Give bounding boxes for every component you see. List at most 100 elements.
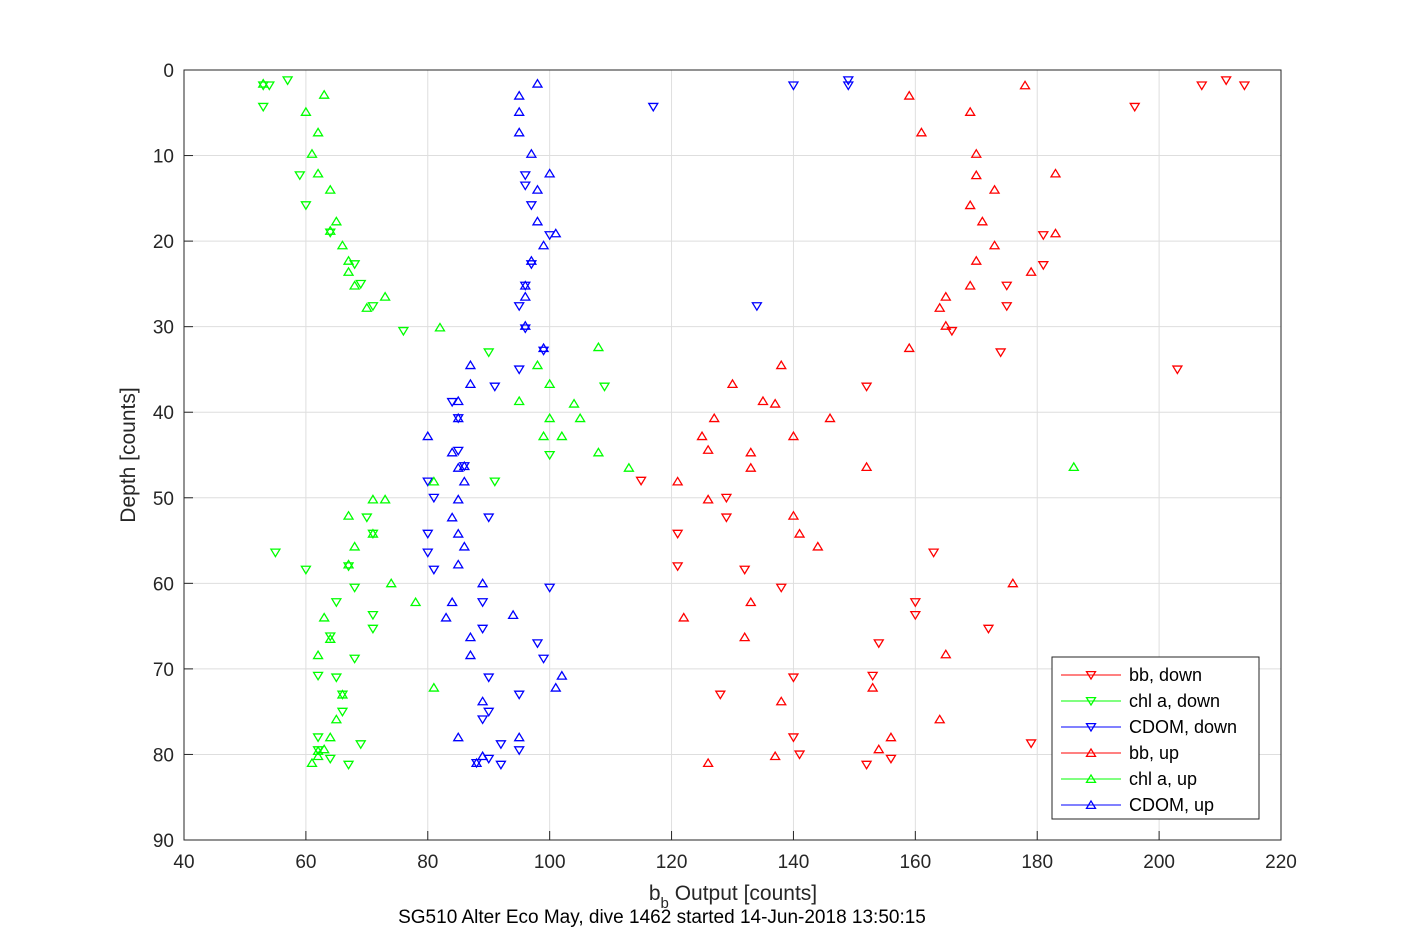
data-point (428, 493, 440, 504)
data-point (306, 757, 318, 768)
data-point (464, 649, 477, 660)
data-point (1007, 578, 1019, 588)
data-point (367, 624, 379, 634)
data-point (464, 631, 477, 642)
data-point (422, 477, 434, 487)
data-point (446, 447, 458, 457)
data-point (318, 89, 330, 99)
data-point (476, 715, 489, 725)
y-tick-label: 0 (163, 61, 174, 82)
data-point (324, 632, 336, 642)
data-point (940, 291, 952, 301)
data-point (330, 714, 343, 724)
data-point (513, 746, 525, 756)
data-point (1129, 102, 1141, 113)
data-point (483, 513, 495, 523)
legend-label: chl a, up (1129, 769, 1197, 789)
data-point (300, 565, 312, 575)
data-point (702, 494, 714, 504)
x-tick-label: 180 (1021, 852, 1053, 873)
data-point (342, 255, 355, 265)
legend-marker (1085, 773, 1097, 784)
data-point (696, 430, 708, 441)
data-point (537, 430, 550, 441)
data-point (525, 201, 538, 211)
data-point (348, 280, 361, 290)
data-point (787, 430, 800, 441)
y-tick-label: 30 (153, 318, 174, 339)
data-point (720, 513, 733, 523)
data-point (434, 322, 446, 332)
data-point (934, 714, 946, 724)
x-tick-label: 120 (656, 852, 688, 873)
data-point (775, 696, 787, 706)
data-point (513, 732, 525, 742)
data-point (446, 512, 458, 522)
data-point (294, 171, 306, 181)
data-point (409, 596, 422, 607)
data-point (257, 102, 269, 113)
data-point (934, 302, 946, 312)
data-point (489, 382, 501, 392)
data-point (970, 169, 982, 180)
data-point (495, 740, 507, 750)
x-tick-label: 80 (417, 852, 438, 873)
data-point (367, 302, 379, 312)
data-point (1001, 302, 1013, 312)
x-tick-label: 60 (295, 852, 316, 873)
x-tick-label: 40 (173, 852, 194, 873)
x-tick-label: 100 (534, 852, 566, 873)
data-point (860, 760, 873, 771)
figure-caption: SG510 Alter Eco May, dive 1462 started 1… (398, 907, 926, 928)
data-point (312, 127, 324, 137)
data-point (306, 148, 318, 158)
data-point (940, 649, 952, 659)
series-bb-down (635, 76, 1251, 771)
data-point (544, 378, 556, 389)
data-point (422, 548, 434, 558)
data-point (976, 216, 989, 226)
data-point (483, 673, 495, 683)
data-point (312, 733, 324, 743)
y-tick-label: 70 (153, 660, 174, 681)
data-point (367, 528, 379, 538)
legend-marker (1085, 747, 1097, 758)
data-point (988, 240, 1001, 250)
data-point (361, 513, 373, 523)
data-point (330, 673, 343, 683)
data-point (544, 412, 556, 423)
data-markers (257, 76, 1251, 771)
y-tick-label: 40 (153, 403, 174, 424)
data-point (476, 750, 489, 761)
legend-label: CDOM, down (1129, 717, 1237, 737)
data-point (312, 750, 324, 761)
legend-marker (1085, 670, 1097, 681)
data-point (348, 541, 361, 551)
data-point (342, 562, 355, 572)
data-point (269, 548, 282, 558)
data-point (550, 682, 562, 692)
data-point (312, 745, 324, 756)
data-point (873, 744, 885, 754)
data-point (970, 148, 982, 158)
data-point (915, 127, 928, 137)
data-point (556, 670, 568, 680)
data-point (342, 510, 355, 520)
data-point (336, 240, 349, 250)
data-point (525, 255, 538, 265)
data-point (312, 649, 324, 660)
data-point (775, 583, 787, 593)
data-point (324, 732, 336, 742)
data-point (324, 754, 336, 765)
data-point (842, 76, 854, 86)
data-point (678, 612, 690, 622)
data-point (671, 476, 684, 486)
data-point (550, 228, 562, 238)
data-point (793, 750, 806, 760)
data-point (1025, 266, 1037, 276)
data-point (361, 302, 373, 312)
data-point (556, 430, 568, 441)
y-tick-label: 60 (153, 574, 174, 595)
x-axis-label-subscript: b (661, 895, 669, 912)
data-point (495, 760, 507, 771)
